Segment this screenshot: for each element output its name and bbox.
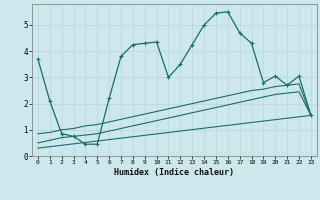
X-axis label: Humidex (Indice chaleur): Humidex (Indice chaleur) — [115, 168, 234, 177]
